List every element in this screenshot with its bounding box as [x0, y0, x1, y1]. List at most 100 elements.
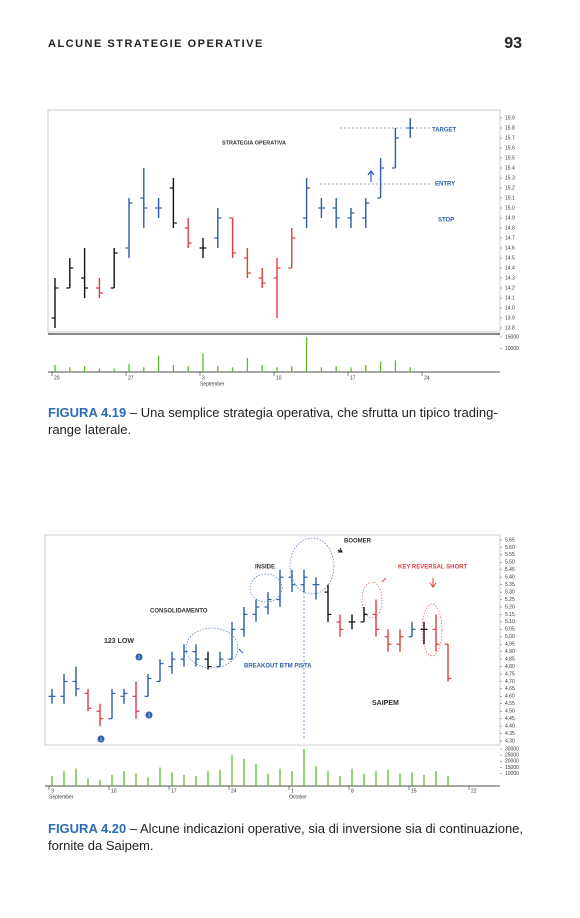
- arrow: [381, 577, 387, 583]
- y-tick-label: 4.95: [505, 642, 515, 648]
- annotation: SAIPEM: [372, 700, 399, 707]
- caption-label: FIGURA 4.20: [48, 821, 127, 836]
- y-tick-label: 15.4: [505, 165, 515, 171]
- annotation: BOOMER: [344, 539, 372, 545]
- y-tick-label: 13.8: [505, 325, 515, 331]
- marker-label: 1: [100, 737, 103, 742]
- highlight: [289, 537, 335, 595]
- y-tick-label: 15.3: [505, 175, 515, 181]
- y-tick-label: 15.8: [505, 125, 515, 131]
- volume-tick-label: 15000: [505, 334, 519, 340]
- y-tick-label: 14.5: [505, 255, 515, 261]
- y-tick-label: 5.35: [505, 582, 515, 588]
- y-tick-label: 4.40: [505, 723, 515, 729]
- page-number: 93: [504, 35, 522, 52]
- y-tick-label: 14.7: [505, 235, 515, 241]
- volume-tick-label: 10000: [505, 771, 519, 777]
- x-tick-label: 20: [54, 375, 60, 381]
- highlight: [421, 603, 443, 657]
- y-tick-label: 5.65: [505, 537, 515, 543]
- month-label: September: [49, 794, 74, 800]
- volume-tick-label: 10000: [505, 346, 519, 352]
- y-tick-label: 4.35: [505, 731, 515, 737]
- y-tick-label: 4.85: [505, 656, 515, 662]
- y-tick-label: 15.1: [505, 195, 515, 201]
- annotation: INSIDE: [255, 565, 275, 571]
- y-tick-label: 14.2: [505, 285, 515, 291]
- y-tick-label: 15.2: [505, 185, 515, 191]
- x-tick-label: 10: [111, 788, 117, 794]
- caption-text: – Alcune indicazioni operative, sia di i…: [48, 821, 524, 853]
- arrow: [337, 547, 343, 553]
- y-tick-label: 4.75: [505, 671, 515, 677]
- x-tick-label: 1: [291, 788, 294, 794]
- marker: [145, 711, 153, 719]
- y-tick-label: 5.15: [505, 612, 515, 618]
- y-tick-label: 5.55: [505, 552, 515, 558]
- caption-label: FIGURA 4.19: [48, 405, 127, 420]
- x-tick-label: 24: [231, 788, 237, 794]
- x-tick-label: 10: [276, 375, 282, 381]
- marker-label: 3: [148, 713, 151, 718]
- y-tick-label: 4.60: [505, 694, 515, 700]
- y-tick-label: 4.30: [505, 738, 515, 744]
- y-tick-label: 14.6: [505, 245, 515, 251]
- marker: [97, 735, 105, 743]
- frame: [47, 109, 501, 333]
- volume-tick-label: 25000: [505, 752, 519, 758]
- y-tick-label: 14.9: [505, 215, 515, 221]
- x-tick-label: 17: [350, 375, 356, 381]
- annotation: KEY REVERSAL SHORT: [398, 565, 467, 571]
- highlight: [249, 573, 283, 603]
- highlight: [361, 581, 383, 619]
- y-tick-label: 5.30: [505, 589, 515, 595]
- month-label: September: [200, 381, 225, 387]
- x-tick-label: 15: [411, 788, 417, 794]
- y-tick-label: 4.50: [505, 709, 515, 715]
- y-tick-label: 14.4: [505, 265, 515, 271]
- arrow: [367, 170, 375, 182]
- x-tick-label: 3: [51, 788, 54, 794]
- x-tick-label: 27: [128, 375, 134, 381]
- y-tick-label: 14.0: [505, 305, 515, 311]
- y-tick-label: 4.80: [505, 664, 515, 670]
- caption: FIGURA 4.19 – Una semplice strategia ope…: [48, 404, 528, 438]
- month-label: October: [289, 794, 307, 800]
- x-tick-label: 8: [351, 788, 354, 794]
- y-tick-label: 5.50: [505, 560, 515, 566]
- y-tick-label: 5.10: [505, 619, 515, 625]
- x-tick-label: 17: [171, 788, 177, 794]
- y-tick-label: 14.8: [505, 225, 515, 231]
- y-tick-label: 13.9: [505, 315, 515, 321]
- y-tick-label: 4.55: [505, 701, 515, 707]
- frame: [44, 534, 501, 746]
- caption-text: – Una semplice strategia operativa, che …: [48, 405, 498, 437]
- annotation: STOP: [438, 218, 454, 224]
- annotation: BREAKOUT BTM PISTA: [244, 664, 312, 670]
- annotation: CONSOLIDAMENTO: [150, 609, 208, 615]
- volume-tick-label: 15000: [505, 765, 519, 771]
- y-tick-label: 5.05: [505, 627, 515, 633]
- y-tick-label: 14.1: [505, 295, 515, 301]
- running-title: ALCUNE STRATEGIE OPERATIVE: [48, 38, 264, 50]
- y-tick-label: 4.45: [505, 716, 515, 722]
- y-tick-label: 5.45: [505, 567, 515, 573]
- annotation: STRATEGIA OPERATIVA: [222, 140, 286, 146]
- x-tick-label: 22: [471, 788, 477, 794]
- annotation: ENTRY: [435, 182, 455, 188]
- arrow: [429, 578, 437, 588]
- annotation: 123 LOW: [104, 638, 134, 645]
- volume-tick-label: 20000: [505, 759, 519, 765]
- y-tick-label: 5.00: [505, 634, 515, 640]
- y-tick-label: 5.25: [505, 597, 515, 603]
- y-tick-label: 15.0: [505, 205, 515, 211]
- highlight: [185, 627, 239, 669]
- y-tick-label: 15.9: [505, 115, 515, 121]
- y-tick-label: 15.5: [505, 155, 515, 161]
- annotation: TARGET: [432, 128, 457, 134]
- y-tick-label: 5.20: [505, 604, 515, 610]
- volume-tick-label: 30000: [505, 746, 519, 752]
- caption: FIGURA 4.20 – Alcune indicazioni operati…: [48, 820, 528, 854]
- y-tick-label: 4.65: [505, 686, 515, 692]
